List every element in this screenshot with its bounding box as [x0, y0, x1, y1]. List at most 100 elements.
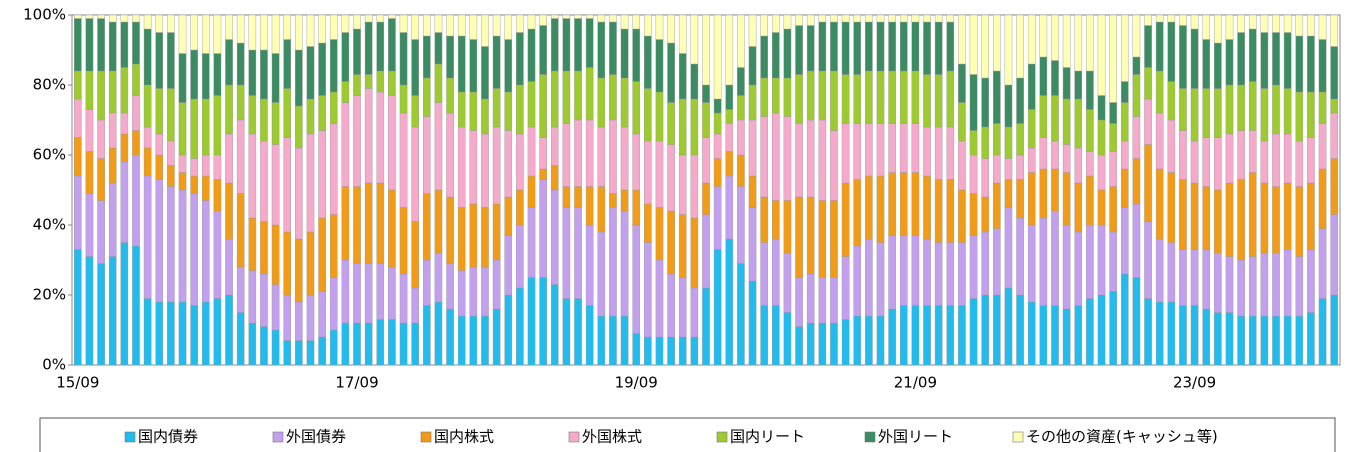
bar-segment	[364, 88, 373, 184]
bar-segment	[236, 193, 245, 268]
bar-segment	[1248, 81, 1257, 131]
bar-segment	[481, 98, 489, 135]
bar-segment	[85, 193, 94, 257]
bar-segment	[934, 305, 943, 366]
bar-segment	[167, 88, 175, 142]
bar-segment	[1027, 63, 1036, 110]
bar-segment	[481, 266, 489, 317]
bar-segment	[260, 326, 268, 366]
bar-segment	[597, 231, 606, 317]
bar-segment	[818, 119, 827, 201]
bar-segment	[620, 14, 629, 30]
bar-segment	[946, 126, 955, 180]
bar-segment	[644, 242, 652, 338]
bar-segment	[1120, 140, 1129, 170]
bar-segment	[469, 91, 478, 131]
bar-segment	[865, 14, 873, 23]
bar-segment	[1214, 88, 1222, 138]
bar-segment	[85, 18, 94, 72]
bar-segment	[748, 119, 757, 177]
bar-segment	[167, 14, 175, 33]
bar-segment	[923, 305, 931, 366]
bar-segment	[1062, 308, 1071, 366]
bar-segment	[771, 77, 780, 114]
bar-segment	[120, 161, 129, 243]
bar-segment	[713, 186, 722, 250]
bar-segment	[248, 49, 257, 96]
bar-segment	[1307, 35, 1315, 93]
bar-segment	[213, 298, 222, 366]
bar-segment	[341, 81, 350, 103]
bar-segment	[1062, 98, 1071, 145]
bar-segment	[911, 305, 920, 366]
bar-segment	[981, 196, 989, 233]
bar-segment	[132, 130, 140, 156]
bar-segment	[469, 14, 478, 40]
bar-segment	[388, 95, 396, 191]
bar-segment	[143, 126, 152, 149]
bar-segment	[934, 14, 943, 23]
bar-segment	[190, 193, 198, 306]
bar-segment	[539, 277, 547, 366]
bar-segment	[108, 21, 117, 72]
bar-segment	[1004, 179, 1013, 208]
bar-segment	[1167, 81, 1176, 121]
bar-segment	[341, 102, 350, 187]
bar-segment	[713, 133, 722, 159]
bar-segment	[1179, 14, 1187, 26]
bar-segment	[388, 189, 396, 268]
bar-segment	[248, 14, 257, 51]
bar-segment	[911, 70, 920, 124]
bar-segment	[1202, 88, 1211, 138]
bar-segment	[1190, 140, 1199, 184]
bar-segment	[818, 70, 827, 121]
bar-segment	[1330, 294, 1338, 366]
bar-segment	[108, 112, 117, 149]
bar-segment	[1202, 186, 1211, 250]
bar-segment	[132, 245, 140, 366]
bar-segment	[574, 298, 582, 366]
bar-segment	[108, 14, 117, 23]
bar-segment	[1272, 315, 1280, 366]
bar-segment	[725, 151, 734, 177]
bar-segment	[178, 154, 187, 173]
bar-segment	[853, 123, 862, 180]
bar-segment	[527, 126, 536, 177]
bar-segment	[1086, 109, 1094, 152]
bar-segment	[481, 133, 489, 208]
bar-segment	[795, 25, 803, 75]
bar-segment	[678, 154, 687, 215]
bar-segment	[911, 172, 920, 236]
bar-segment	[1190, 249, 1199, 306]
bar-segment	[806, 70, 815, 121]
bar-segment	[1051, 168, 1059, 212]
bar-segment	[865, 175, 873, 240]
bar-segment	[1086, 224, 1094, 299]
bar-segment	[1074, 231, 1083, 306]
bar-segment	[1295, 315, 1304, 366]
bar-segment	[1248, 14, 1257, 30]
bar-segment	[620, 77, 629, 128]
bar-segment	[713, 98, 722, 114]
bar-segment	[760, 35, 768, 79]
bar-segment	[667, 102, 675, 145]
bar-segment	[1272, 133, 1280, 187]
bar-segment	[155, 32, 164, 89]
bar-segment	[364, 14, 373, 23]
bar-segment	[527, 175, 536, 208]
bar-segment	[1318, 298, 1327, 366]
bar-segment	[585, 67, 594, 121]
bar-segment	[155, 301, 164, 366]
bar-segment	[504, 91, 513, 131]
bar-segment	[725, 109, 734, 124]
bar-segment	[469, 39, 478, 93]
bar-segment	[1086, 298, 1094, 366]
bar-segment	[1318, 39, 1327, 93]
bar-segment	[550, 18, 559, 72]
bar-segment	[295, 340, 303, 366]
bar-segment	[1237, 179, 1245, 261]
bar-segment	[1062, 172, 1071, 226]
bar-segment	[225, 182, 233, 240]
bar-segment	[271, 284, 280, 331]
